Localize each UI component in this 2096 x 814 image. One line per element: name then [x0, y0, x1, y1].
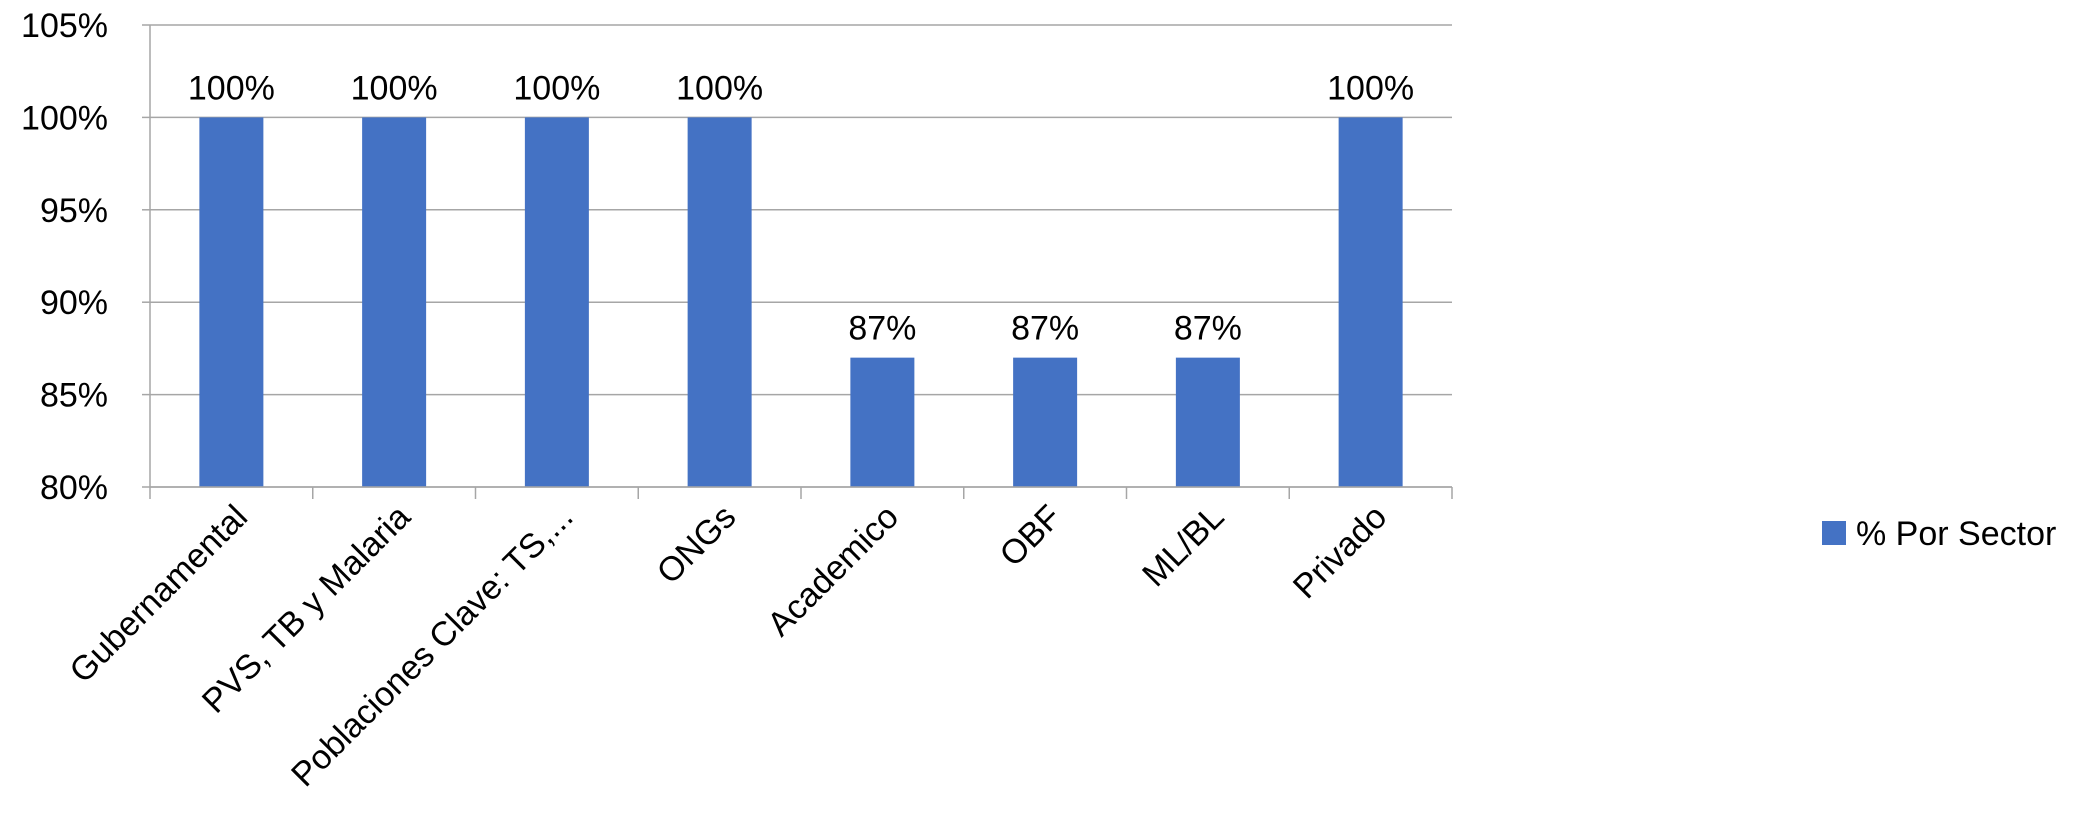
- legend: % Por Sector: [1822, 515, 2056, 553]
- data-label: 100%: [1327, 69, 1414, 107]
- legend-swatch: [1822, 521, 1846, 545]
- data-label: 100%: [188, 69, 275, 107]
- y-tick-label: 85%: [40, 377, 108, 415]
- data-labels: 100% 100% 100% 100% 87% 87% 87% 100%: [188, 69, 1414, 347]
- bar: [687, 117, 752, 488]
- bar: [362, 117, 427, 488]
- bar: [850, 357, 915, 487]
- bars: [199, 117, 1403, 488]
- y-tick-label: 80%: [40, 469, 108, 507]
- data-label: 100%: [676, 69, 763, 107]
- x-tick-label: Privado: [1286, 498, 1394, 606]
- y-tick-label: 90%: [40, 284, 108, 322]
- y-axis-ticks: 80% 85% 90% 95% 100% 105%: [21, 7, 151, 507]
- y-tick-label: 105%: [21, 7, 108, 45]
- data-label: 87%: [1174, 310, 1242, 348]
- bar: [1338, 117, 1403, 488]
- x-tick-label: ONGs: [650, 498, 744, 592]
- x-axis: [149, 486, 1453, 499]
- x-tick-label: Poblaciones Clave: TS,...: [284, 498, 580, 794]
- gridlines: [150, 24, 1452, 488]
- bar: [524, 117, 589, 488]
- x-tick-label: Academico: [760, 498, 906, 644]
- bar: [1175, 357, 1240, 487]
- x-tick-label: ML/BL: [1135, 498, 1231, 594]
- legend-label: % Por Sector: [1856, 515, 2056, 553]
- data-label: 87%: [848, 310, 916, 348]
- bar: [199, 117, 264, 488]
- y-tick-label: 100%: [21, 99, 108, 137]
- data-label: 100%: [513, 69, 600, 107]
- x-tick-label: OBF: [992, 498, 1068, 574]
- data-label: 100%: [351, 69, 438, 107]
- y-tick-label: 95%: [40, 192, 108, 230]
- data-label: 87%: [1011, 310, 1079, 348]
- bar: [1013, 357, 1078, 487]
